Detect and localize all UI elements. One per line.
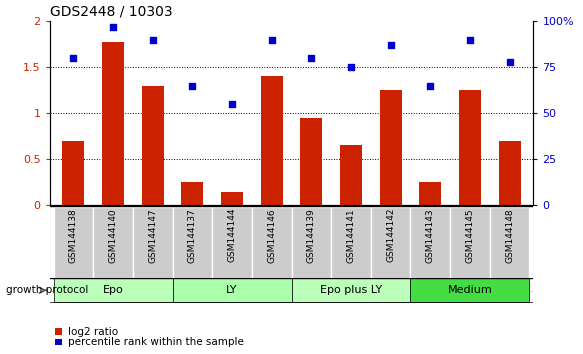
Text: Epo plus LY: Epo plus LY — [320, 285, 382, 295]
Point — [188, 83, 197, 88]
Text: Epo: Epo — [103, 285, 124, 295]
Bar — [62, 141, 85, 205]
Bar — [221, 192, 243, 205]
Text: GSM144144: GSM144144 — [227, 208, 237, 262]
Point — [346, 64, 356, 70]
Text: GSM144137: GSM144137 — [188, 208, 197, 263]
Bar — [54, 278, 173, 302]
Text: GSM144141: GSM144141 — [346, 208, 356, 263]
Point — [267, 37, 276, 42]
Text: GSM144142: GSM144142 — [386, 208, 395, 262]
Text: LY: LY — [226, 285, 238, 295]
Bar — [498, 141, 521, 205]
Text: growth protocol: growth protocol — [6, 285, 88, 295]
Bar — [181, 182, 203, 205]
Bar — [212, 207, 252, 291]
Text: GDS2448 / 10303: GDS2448 / 10303 — [50, 5, 172, 19]
Text: GSM144145: GSM144145 — [465, 208, 475, 263]
Bar — [292, 278, 410, 302]
Bar — [340, 145, 362, 205]
Text: GSM144139: GSM144139 — [307, 208, 316, 263]
Bar — [410, 278, 529, 302]
Point — [148, 37, 157, 42]
Bar — [292, 207, 331, 291]
Bar — [93, 207, 133, 291]
Text: GSM144138: GSM144138 — [69, 208, 78, 263]
Bar — [133, 207, 173, 291]
Point — [227, 101, 237, 107]
Bar — [142, 86, 164, 205]
Bar — [419, 182, 441, 205]
Text: log2 ratio: log2 ratio — [68, 327, 118, 337]
Point — [465, 37, 475, 42]
Point — [307, 55, 316, 61]
Bar — [54, 207, 93, 291]
Text: GSM144146: GSM144146 — [267, 208, 276, 263]
Bar — [459, 90, 481, 205]
Bar — [261, 76, 283, 205]
Bar — [252, 207, 292, 291]
Point — [505, 59, 514, 64]
Bar — [450, 207, 490, 291]
Bar — [380, 90, 402, 205]
Text: Medium: Medium — [448, 285, 493, 295]
Bar — [102, 42, 124, 205]
Text: GSM144140: GSM144140 — [108, 208, 118, 263]
Bar — [300, 118, 322, 205]
Text: percentile rank within the sample: percentile rank within the sample — [68, 337, 244, 347]
Point — [108, 24, 118, 30]
Bar — [490, 207, 529, 291]
Bar — [331, 207, 371, 291]
Point — [426, 83, 435, 88]
Point — [386, 42, 395, 48]
Text: GSM144147: GSM144147 — [148, 208, 157, 263]
Bar — [173, 207, 212, 291]
Bar — [173, 278, 292, 302]
Text: GSM144148: GSM144148 — [505, 208, 514, 263]
Bar — [371, 207, 410, 291]
Text: GSM144143: GSM144143 — [426, 208, 435, 263]
Bar — [410, 207, 450, 291]
Point — [69, 55, 78, 61]
